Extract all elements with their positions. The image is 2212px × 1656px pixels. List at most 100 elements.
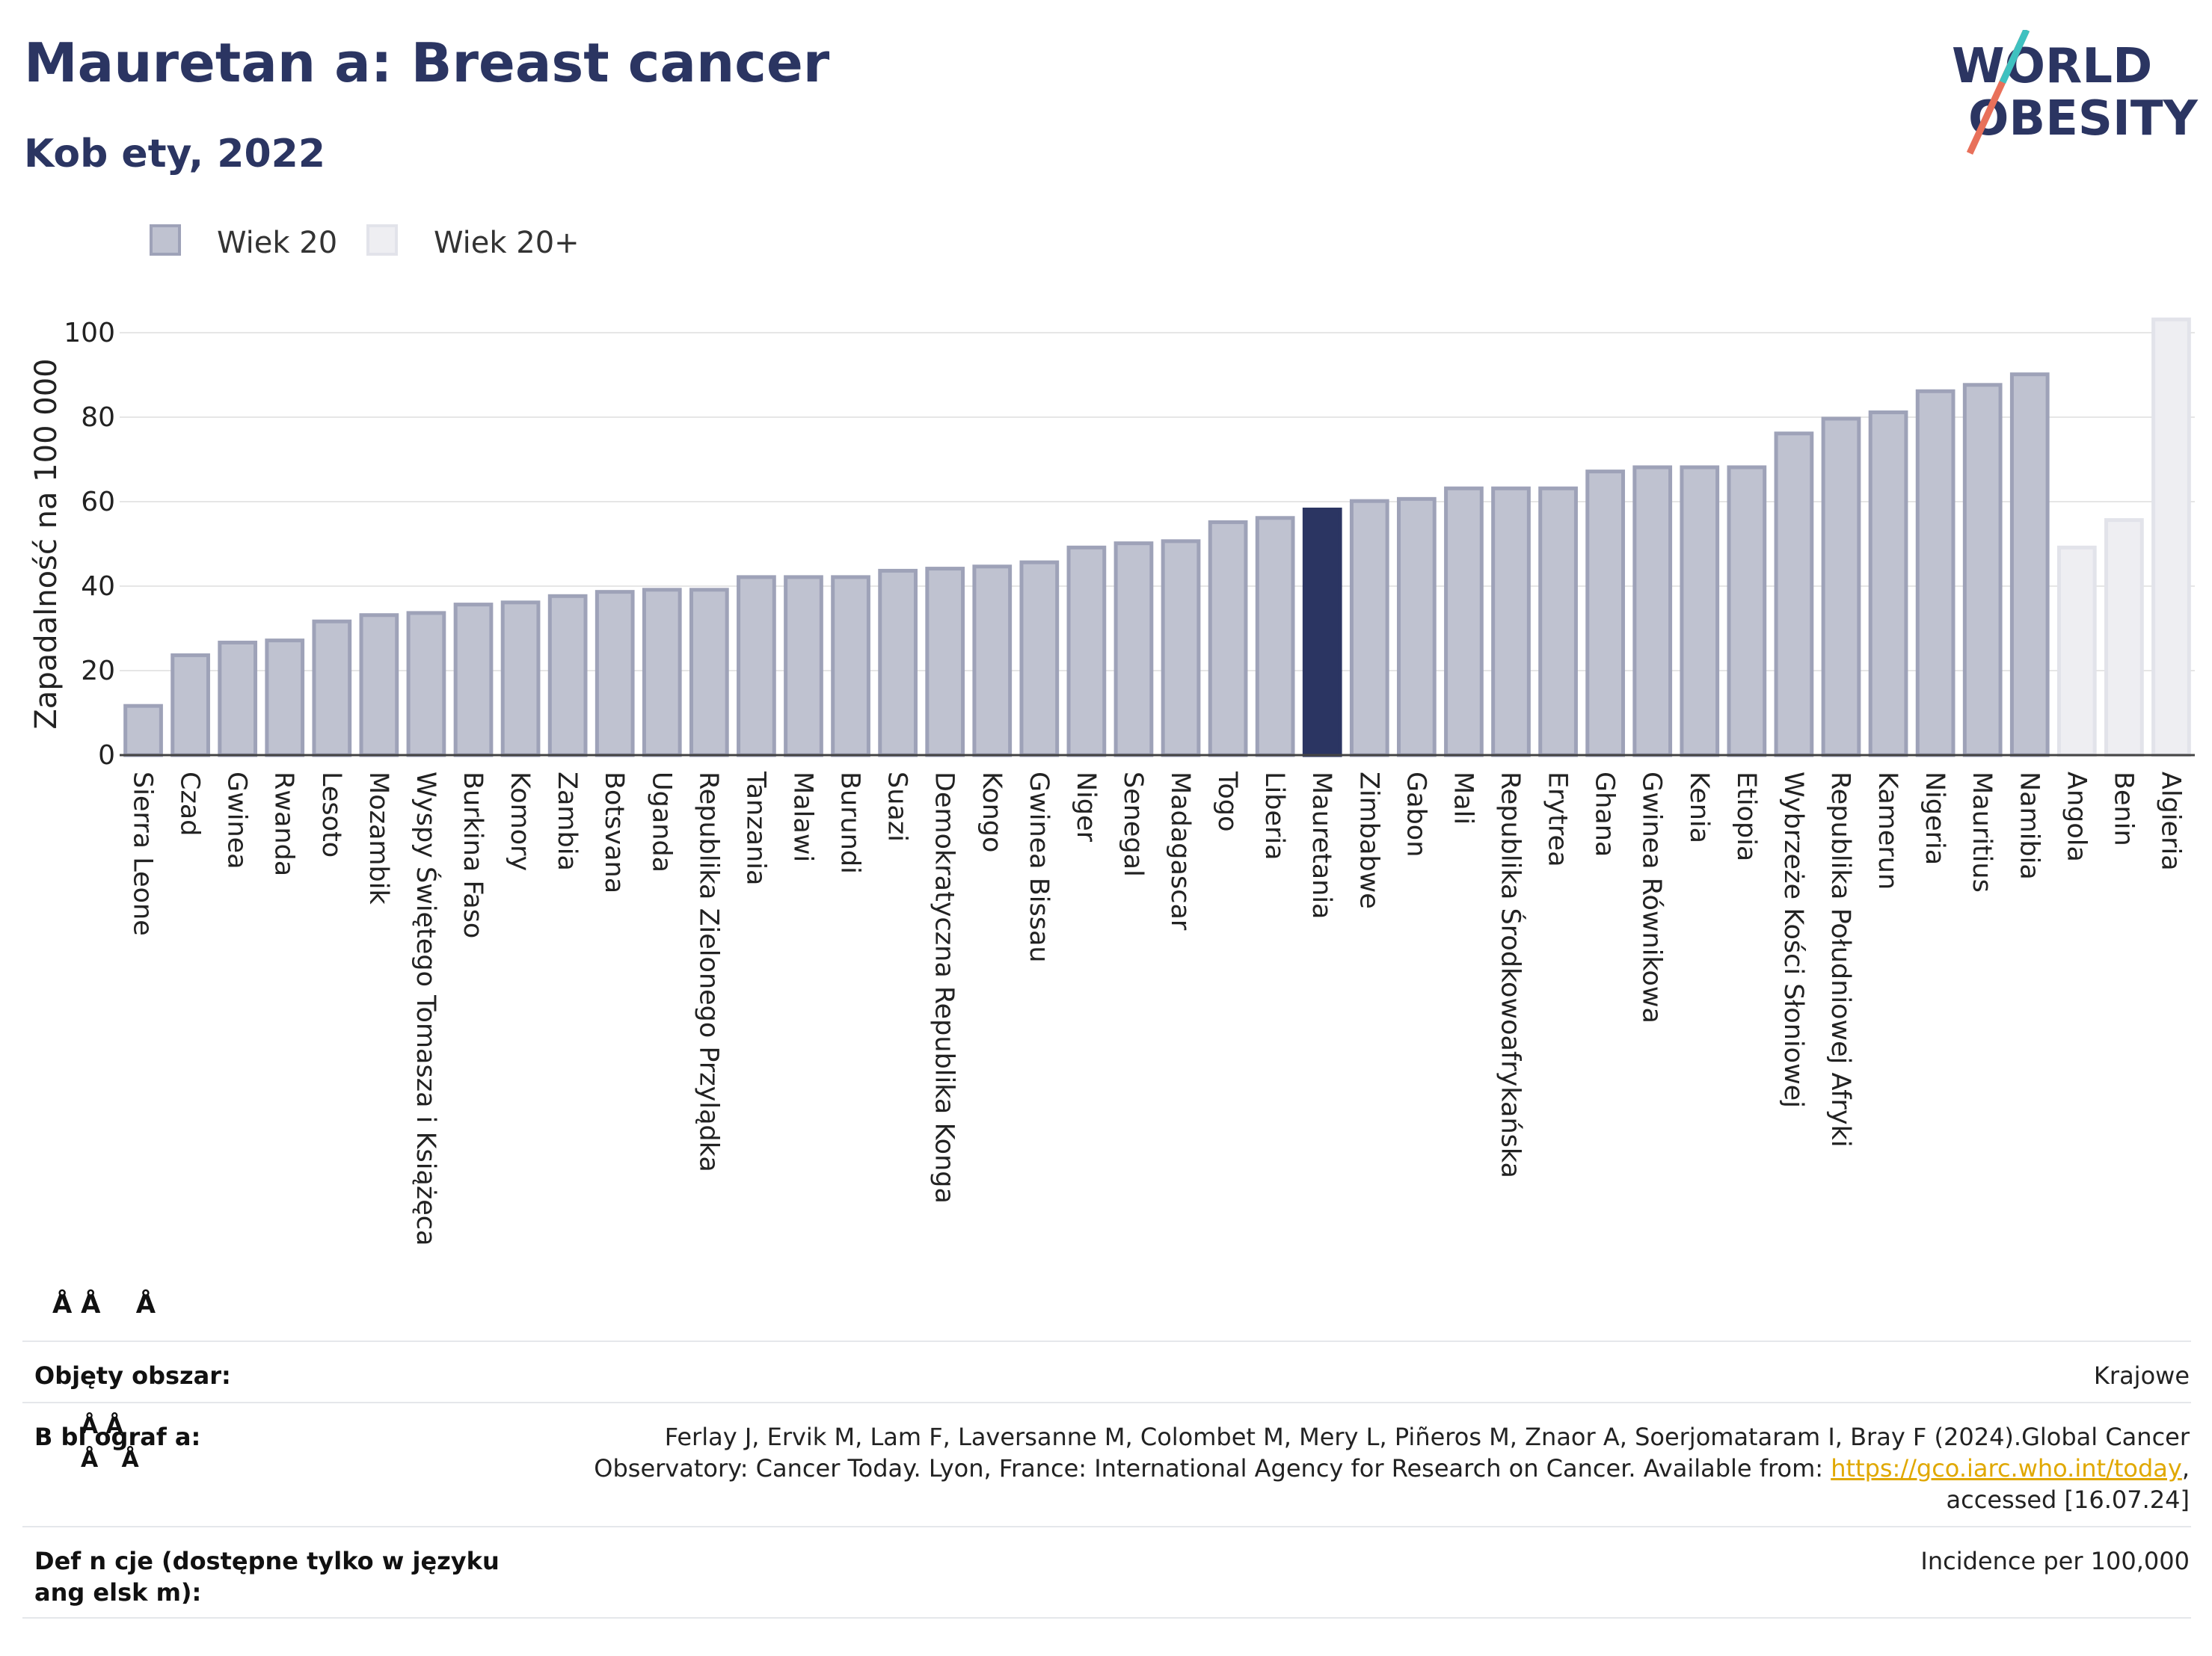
bar[interactable] bbox=[547, 594, 588, 757]
bar[interactable] bbox=[1349, 499, 1389, 757]
bar[interactable] bbox=[1585, 470, 1626, 757]
bar[interactable] bbox=[1019, 560, 1060, 757]
x-tick-label: Zambia bbox=[552, 772, 582, 871]
bar[interactable] bbox=[1208, 520, 1248, 757]
x-tick-label: Kenia bbox=[1684, 772, 1714, 843]
x-tick-label: Lesoto bbox=[316, 772, 346, 858]
x-tick-label: Togo bbox=[1212, 771, 1242, 831]
x-tick-label: Botsvana bbox=[599, 772, 629, 893]
bar[interactable] bbox=[1255, 516, 1295, 757]
bar[interactable] bbox=[265, 638, 305, 757]
x-tick-label: Komory bbox=[505, 772, 535, 871]
bar[interactable] bbox=[1727, 465, 1767, 757]
x-tick-label: Republika Południowej Afryki bbox=[1825, 772, 1855, 1148]
y-tick-label: 100 bbox=[64, 318, 115, 348]
bibliography-line: Ferlay J, Ervik M, Lam F, Laversanne M, … bbox=[664, 1423, 2190, 1451]
bar[interactable] bbox=[1444, 486, 1484, 757]
chart-subtitle: Kob ety, 2022 bbox=[24, 132, 325, 176]
footer-divider bbox=[22, 1341, 2191, 1342]
definitions-value: Incidence per 100,000 bbox=[1920, 1547, 2190, 1575]
bar[interactable] bbox=[170, 653, 210, 757]
bar[interactable] bbox=[2104, 518, 2144, 757]
bar[interactable] bbox=[1066, 545, 1107, 757]
bar[interactable] bbox=[1161, 539, 1201, 757]
bibliography-line: Observatory: Cancer Today. Lyon, France:… bbox=[594, 1453, 2190, 1484]
bar[interactable] bbox=[500, 600, 541, 757]
x-tick-label: Namibia bbox=[2014, 772, 2044, 880]
y-tick-label: 80 bbox=[81, 402, 115, 433]
bar[interactable] bbox=[406, 611, 446, 757]
bar[interactable] bbox=[218, 640, 258, 757]
legend-label: Wiek 20 bbox=[217, 226, 338, 260]
x-tick-label: Sierra Leone bbox=[128, 772, 158, 936]
legend-swatch bbox=[150, 224, 181, 256]
garbled-glyph-row: Å Å Å bbox=[52, 1290, 156, 1320]
bar[interactable] bbox=[312, 619, 352, 757]
bar[interactable] bbox=[972, 564, 1013, 757]
x-tick-label: Kongo bbox=[977, 772, 1007, 852]
bar[interactable] bbox=[2056, 545, 2097, 757]
bar[interactable] bbox=[737, 575, 776, 757]
x-tick-label: Malawi bbox=[787, 772, 817, 862]
x-tick-label: Madagascar bbox=[1165, 772, 1195, 931]
bar[interactable] bbox=[1962, 383, 2003, 757]
area-value: Krajowe bbox=[2093, 1361, 2190, 1390]
x-tick-label: Liberia bbox=[1259, 772, 1289, 861]
x-tick-label: Gwinea bbox=[222, 772, 252, 869]
x-tick-label: Gwinea Równikowa bbox=[1637, 772, 1667, 1024]
y-tick-label: 0 bbox=[98, 740, 115, 771]
x-tick-label: Suazi bbox=[882, 772, 912, 842]
bar[interactable] bbox=[1491, 486, 1531, 757]
bar[interactable] bbox=[359, 613, 399, 757]
definitions-label-line: Def n cje (dostępne tylko w języku bbox=[34, 1547, 500, 1575]
definitions-label-line: ang elsk m): bbox=[34, 1578, 202, 1607]
x-tick-label: Demokratyczna Republika Konga bbox=[930, 772, 959, 1204]
definitions-label: Def n cje (dostępne tylko w języku ang e… bbox=[34, 1545, 500, 1608]
bar[interactable] bbox=[1821, 416, 1861, 757]
bar[interactable] bbox=[1113, 541, 1154, 757]
bar[interactable] bbox=[784, 575, 823, 757]
logo-line2: OBESITY bbox=[1968, 91, 2198, 147]
bar[interactable] bbox=[1915, 389, 1956, 757]
x-tick-label: Burkina Faso bbox=[458, 772, 488, 938]
x-tick-label: Etiopia bbox=[1731, 772, 1761, 861]
bar[interactable] bbox=[1538, 486, 1578, 757]
x-tick-label: Wybrzeże Kości Słoniowej bbox=[1778, 772, 1808, 1108]
x-tick-label: Wyspy Świętego Tomasza i Książęca bbox=[411, 772, 442, 1246]
x-tick-label: Kamerun bbox=[1872, 772, 1902, 890]
x-tick-label: Tanzania bbox=[740, 771, 770, 885]
y-tick-label: 60 bbox=[81, 487, 115, 517]
x-tick-label: Mali bbox=[1448, 772, 1478, 825]
x-tick-label: Zimbabwe bbox=[1354, 772, 1383, 909]
bibliography-value: Ferlay J, Ervik M, Lam F, Laversanne M, … bbox=[594, 1421, 2190, 1515]
x-tick-label: Republika Środkowoafrykańska bbox=[1496, 772, 1527, 1178]
bar[interactable] bbox=[1397, 496, 1437, 757]
bar[interactable] bbox=[1632, 465, 1673, 757]
bar[interactable] bbox=[1868, 410, 1908, 757]
bar[interactable] bbox=[1302, 507, 1342, 757]
bar[interactable] bbox=[831, 575, 870, 757]
x-tick-label: Republika Zielonego Przylądka bbox=[693, 772, 723, 1172]
x-tick-label: Angola bbox=[2061, 772, 2091, 862]
bar[interactable] bbox=[1774, 431, 1814, 757]
bar[interactable] bbox=[1680, 465, 1720, 757]
y-axis-label: Zapadalność na 100 000 bbox=[29, 358, 64, 729]
bibliography-label: B bl ograf a: bbox=[34, 1423, 201, 1451]
bar[interactable] bbox=[642, 588, 682, 757]
x-tick-label: Gabon bbox=[1401, 772, 1431, 857]
bar[interactable] bbox=[123, 704, 163, 757]
bibliography-link[interactable]: https://gco.iarc.who.int/today bbox=[1831, 1454, 2182, 1483]
bar[interactable] bbox=[595, 590, 635, 757]
x-tick-label: Niger bbox=[1071, 772, 1101, 843]
bar[interactable] bbox=[2009, 372, 2050, 757]
logo-slash-teal bbox=[1999, 30, 2030, 84]
bar[interactable] bbox=[689, 588, 729, 757]
bar[interactable] bbox=[925, 567, 965, 757]
bar[interactable] bbox=[453, 603, 494, 757]
y-tick-label: 40 bbox=[81, 571, 115, 602]
footer-divider bbox=[22, 1402, 2191, 1403]
bar[interactable] bbox=[2151, 317, 2191, 757]
bar[interactable] bbox=[878, 568, 918, 757]
x-tick-label: Gwinea Bissau bbox=[1024, 772, 1054, 963]
x-tick-label: Rwanda bbox=[269, 772, 299, 876]
